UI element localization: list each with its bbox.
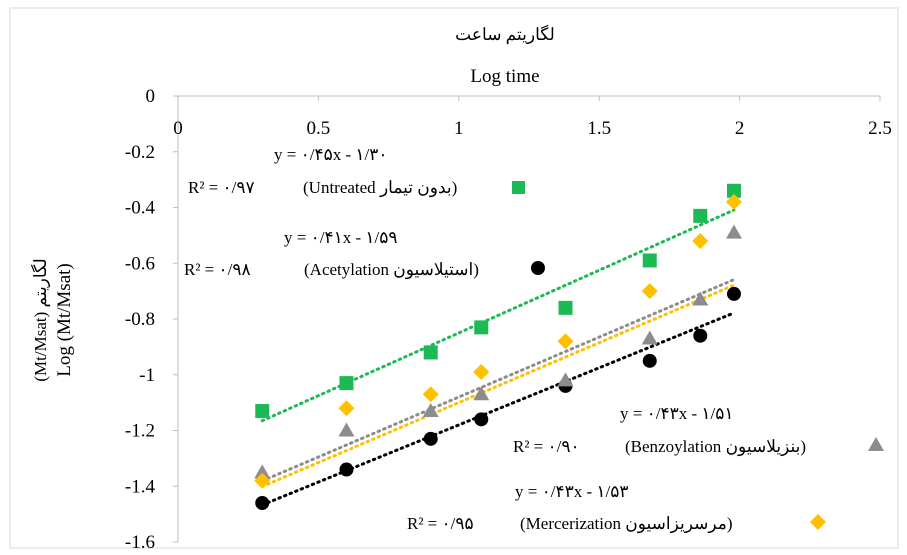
data-point-mercerization (692, 232, 709, 249)
annotation-mercerization: y = ۰/۴۳x - ۱/۵۳ R² = ۰/۹۵ (Mercerizatio… (407, 482, 826, 534)
annotation-untreated: y = ۰/۴۵x - ۱/۳۰ R² = ۰/۹۷ (Untreated بد… (188, 145, 525, 198)
chart-border (9, 7, 899, 549)
y-tick-label: -1 (139, 365, 155, 386)
data-point-mercerization (422, 386, 439, 403)
data-point-untreated (423, 345, 438, 360)
legend-mercerization: (Mercerization مرسریزاسیون) (520, 514, 733, 534)
data-point-benzoylation (641, 330, 658, 345)
data-point-acetylation (339, 462, 354, 477)
data-point-untreated (474, 320, 489, 335)
data-point-acetylation (423, 431, 438, 446)
legend-marker-triangle (868, 437, 884, 451)
y-tick-label: -0.8 (125, 309, 155, 330)
chart-title-fa: لگاریتم ساعت (455, 24, 555, 45)
y-tick-label: -1.6 (125, 532, 155, 553)
data-point-mercerization (473, 363, 490, 380)
data-point-untreated (726, 183, 741, 198)
data-point-benzoylation (473, 386, 490, 401)
y-tick-label: -0.6 (125, 253, 155, 274)
data-point-benzoylation (338, 422, 355, 437)
data-point-untreated (642, 253, 657, 268)
r2-mercerization: R² = ۰/۹۵ (407, 514, 474, 533)
data-point-benzoylation (254, 464, 271, 479)
legend-acetylation: (Acetylation استیلاسیون) (304, 260, 479, 280)
data-point-acetylation (726, 286, 741, 301)
data-point-mercerization (557, 333, 574, 350)
legend-benzoylation: (Benzoylation بنزیلاسیون) (625, 437, 806, 457)
equation-untreated: y = ۰/۴۵x - ۱/۳۰ (274, 145, 387, 164)
data-point-acetylation (255, 495, 270, 510)
y-axis-title-fa: (Mt/Msat) لگاریتم (30, 258, 51, 381)
legend-marker-circle (531, 261, 545, 275)
x-tick-label: 1 (454, 118, 464, 139)
r2-benzoylation: R² = ۰/۹۰ (513, 437, 580, 456)
axes: 0 0.5 1 1.5 2 2.5 0 -0.2 -0.4 -0.6 -0.8 -1 -1.2 -1.4 -… (125, 86, 892, 553)
y-tick-label: -1.2 (125, 421, 155, 442)
trendline-mercerization (260, 283, 736, 489)
data-point-mercerization (254, 472, 271, 489)
data-point-mercerization (338, 400, 355, 417)
equation-acetylation: y = ۰/۴۱x - ۱/۵۹ (284, 228, 397, 247)
y-axis-title: Log (Mt/Msat) (54, 263, 75, 376)
data-point-mercerization (725, 193, 742, 210)
y-tick-label: -0.4 (125, 198, 156, 219)
trendline-benzoylation (260, 278, 736, 483)
x-axis-title: Log time (470, 66, 539, 87)
data-point-acetylation (474, 412, 489, 427)
y-tick-label: 0 (146, 86, 156, 107)
x-tick-label: 2 (735, 118, 745, 139)
x-tick-label: 2.5 (868, 118, 892, 139)
r2-untreated: R² = ۰/۹۷ (188, 178, 255, 197)
annotation-benzoylation: y = ۰/۴۳x - ۱/۵۱ R² = ۰/۹۰ (Benzoylation… (513, 404, 884, 457)
legend-marker-diamond (810, 514, 826, 530)
equation-mercerization: y = ۰/۴۳x - ۱/۵۳ (515, 482, 628, 501)
x-tick-label: 1.5 (587, 118, 611, 139)
data-point-benzoylation (725, 224, 742, 239)
data-point-untreated (558, 300, 573, 315)
equation-benzoylation: y = ۰/۴۳x - ۱/۵۱ (620, 404, 733, 423)
legend-untreated: (Untreated بدون تیمار) (303, 178, 457, 198)
data-point-benzoylation (557, 372, 574, 387)
data-points (254, 183, 742, 510)
data-point-untreated (255, 403, 270, 418)
data-point-untreated (339, 376, 354, 391)
data-point-acetylation (642, 353, 657, 368)
y-tick-label: -0.2 (125, 142, 155, 163)
legend-marker-square (512, 181, 525, 194)
annotation-acetylation: y = ۰/۴۱x - ۱/۵۹ R² = ۰/۹۸ (Acetylation … (184, 228, 545, 280)
r2-acetylation: R² = ۰/۹۸ (184, 260, 251, 279)
y-tick-label: -1.4 (125, 476, 156, 497)
x-tick-label: 0.5 (307, 118, 331, 139)
data-point-untreated (693, 208, 708, 223)
data-point-benzoylation (422, 402, 439, 417)
data-point-benzoylation (692, 291, 709, 306)
data-point-mercerization (641, 283, 658, 300)
data-point-acetylation (693, 328, 708, 343)
x-tick-label: 0 (173, 118, 183, 139)
